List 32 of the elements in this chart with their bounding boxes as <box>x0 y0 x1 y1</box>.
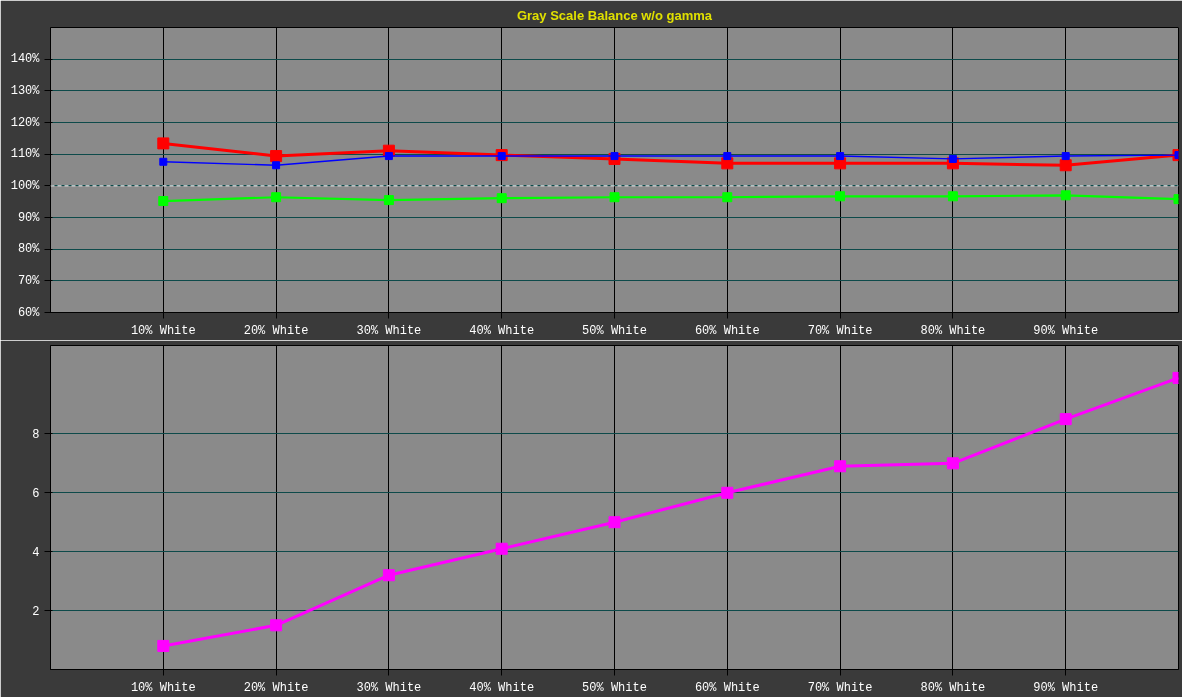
x-tick-label: 60% White <box>694 680 760 695</box>
x-tick-label: 10% White <box>130 323 196 338</box>
x-tick-label: 80% White <box>920 680 986 695</box>
y-tick-label: 110% <box>10 147 41 162</box>
y-tick-label: 8 <box>32 428 40 443</box>
x-tick-label: 10% White <box>130 680 196 695</box>
y-tick-label: 6 <box>32 487 40 502</box>
x-tick-label: 50% White <box>582 680 647 695</box>
y-tick-label: 130% <box>10 83 41 98</box>
x-tick-label: 90% White <box>1033 680 1099 695</box>
x-tick-label: 40% White <box>469 323 535 338</box>
x-tick-label: 20% White <box>243 323 309 338</box>
x-tick-label: 30% White <box>356 323 422 338</box>
y-tick-label: 90% <box>17 210 41 225</box>
chart-title: Gray Scale Balance w/o gamma <box>516 7 713 23</box>
y-tick-label: 100% <box>10 178 41 193</box>
y-tick-label: 4 <box>32 546 40 561</box>
x-tick-label: 50% White <box>582 323 647 338</box>
x-tick-label: 60% White <box>694 323 760 338</box>
y-tick-label: 2 <box>32 605 40 620</box>
y-tick-label: 80% <box>17 242 41 257</box>
x-tick-label: 30% White <box>356 680 422 695</box>
y-tick-label: 120% <box>10 115 41 130</box>
y-tick-label: 140% <box>10 52 41 67</box>
x-tick-label: 80% White <box>920 323 986 338</box>
x-tick-label: 90% White <box>1033 323 1099 338</box>
x-tick-label: 40% White <box>469 680 535 695</box>
y-tick-label: 60% <box>17 305 41 320</box>
x-tick-label: 70% White <box>807 323 873 338</box>
y-tick-label: 70% <box>17 273 41 288</box>
x-tick-label: 70% White <box>807 680 873 695</box>
x-tick-label: 20% White <box>243 680 309 695</box>
